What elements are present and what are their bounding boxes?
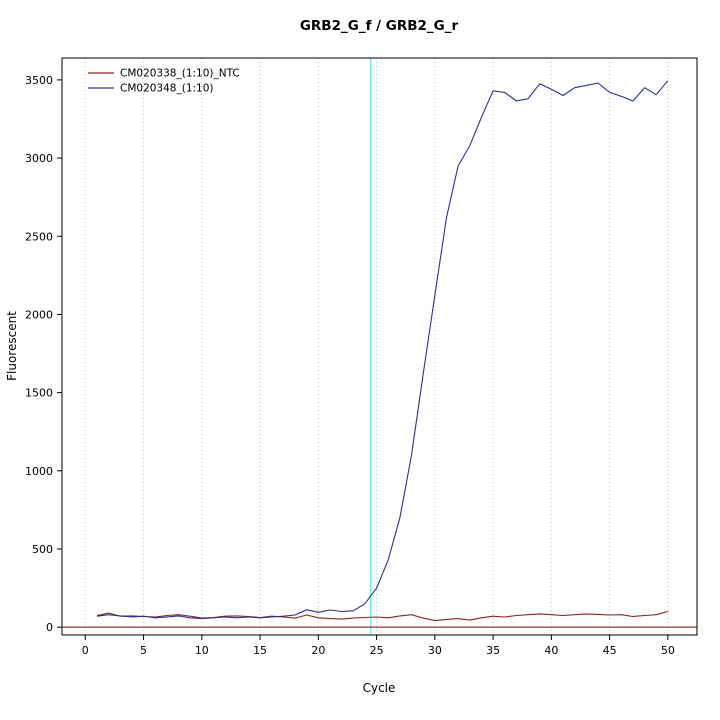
y-tick-label: 1000: [25, 465, 53, 478]
y-tick-label: 3000: [25, 152, 53, 165]
gridlines: [84, 58, 669, 635]
series-lines: [96, 80, 669, 622]
y-tick-label: 2500: [25, 230, 53, 243]
axis-ticks: 0 5 10 15 20 25 30 35 40 45 5005001000150020002500…: [25, 74, 675, 657]
legend-label-1: CM020348_(1:10): [120, 83, 214, 95]
x-tick-label: 10: [195, 644, 209, 657]
threshold-markers: [62, 58, 697, 635]
legend: CM020338_(1:10)_NTC CM020348_(1:10): [88, 68, 240, 95]
y-tick-label: 0: [46, 621, 53, 634]
legend-label-0: CM020338_(1:10)_NTC: [120, 68, 240, 80]
x-tick-label: 50: [661, 644, 675, 657]
x-tick-label: 35: [486, 644, 500, 657]
y-axis-label: Fluorescent: [5, 311, 19, 381]
x-axis-label: Cycle: [363, 681, 396, 695]
x-tick-label: 20: [311, 644, 325, 657]
x-tick-label: 5: [140, 644, 147, 657]
x-tick-label: 25: [370, 644, 384, 657]
series-line-0: [96, 610, 669, 622]
y-tick-label: 500: [32, 543, 53, 556]
y-tick-label: 2000: [25, 308, 53, 321]
series-line-1: [96, 80, 669, 620]
x-tick-label: 0: [82, 644, 89, 657]
x-tick-label: 45: [603, 644, 617, 657]
x-tick-label: 15: [253, 644, 267, 657]
chart-title: GRB2_G_f / GRB2_G_r: [300, 18, 459, 34]
y-tick-label: 3500: [25, 74, 53, 87]
plot-frame: [61, 57, 698, 636]
x-tick-label: 30: [428, 644, 442, 657]
plot-border: [61, 57, 698, 636]
x-tick-label: 40: [544, 644, 558, 657]
y-tick-label: 1500: [25, 387, 53, 400]
